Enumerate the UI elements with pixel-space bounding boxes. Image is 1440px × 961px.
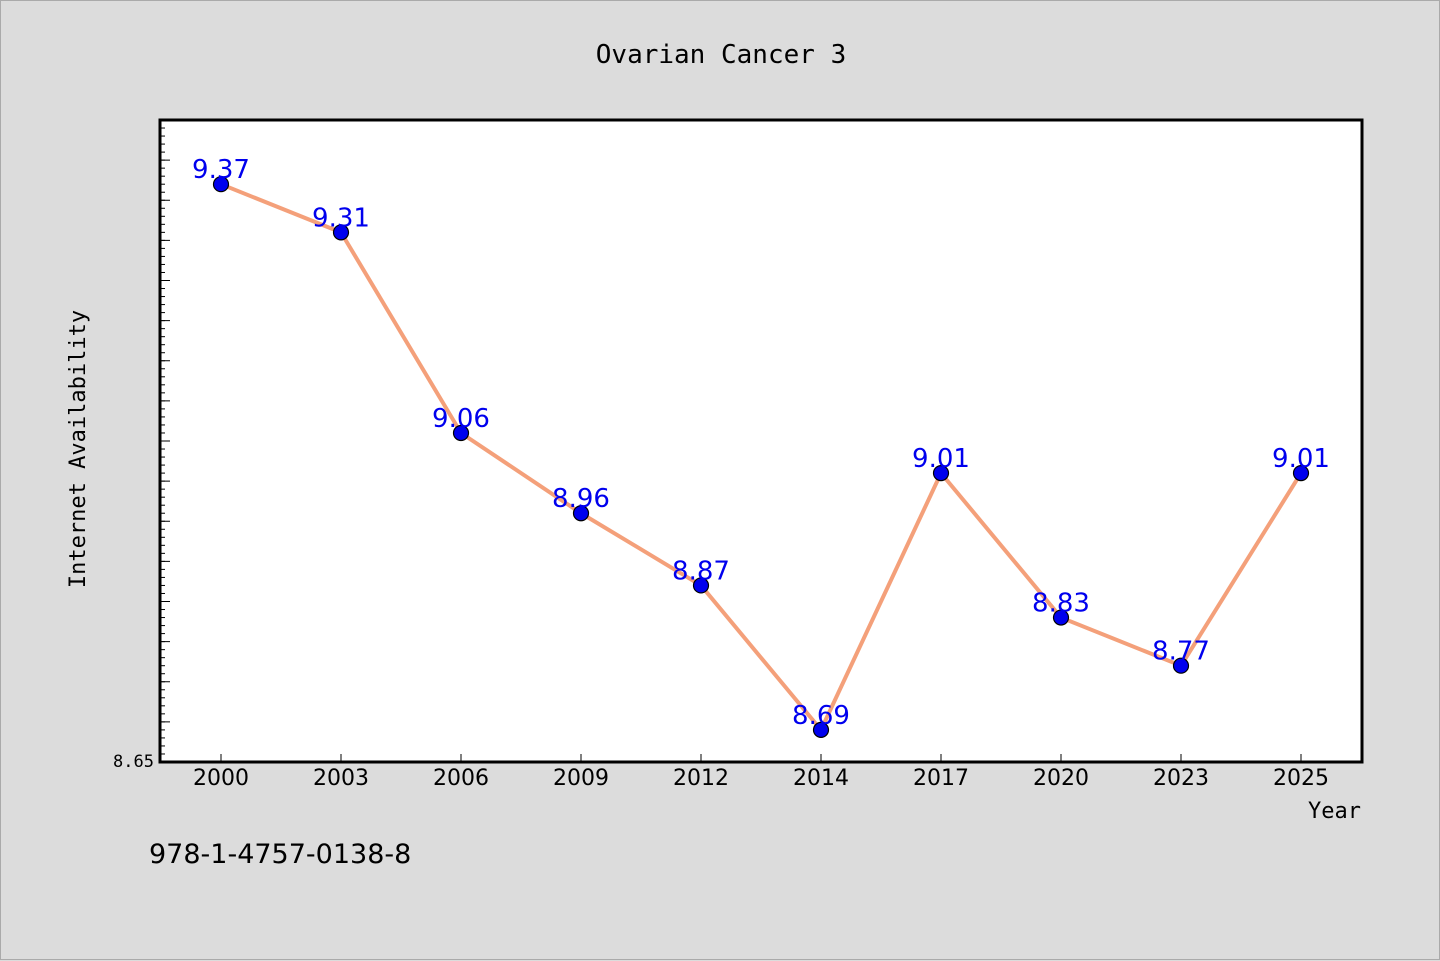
data-point	[932, 465, 950, 482]
data-point	[692, 577, 710, 594]
data-label: 8.96	[552, 484, 610, 514]
series-layer: 9.37 9.31 9.06 8.96 8.87 8.69 9.01 8.83 8.77 9.01	[192, 155, 1330, 739]
x-tick-label: 2006	[433, 766, 489, 791]
data-label: 9.06	[432, 404, 490, 434]
data-point	[572, 505, 590, 522]
x-tick-label: 2012	[673, 766, 729, 791]
data-label: 8.83	[1032, 589, 1090, 619]
data-point	[452, 424, 470, 442]
data-label: 9.31	[312, 203, 370, 233]
data-point	[1172, 657, 1190, 674]
x-axis-label: Year	[1308, 799, 1361, 824]
x-tick-label: 2009	[553, 766, 609, 791]
data-point	[212, 176, 230, 193]
x-tick-label: 2003	[313, 766, 369, 791]
isbn-text: 978-1-4757-0138-8	[149, 839, 411, 870]
y-axis-ticks	[160, 127, 170, 755]
chart-title: Ovarian Cancer 3	[596, 40, 846, 70]
x-tick-label: 2000	[193, 766, 249, 791]
x-tick-label: 2023	[1153, 766, 1209, 791]
data-point	[332, 224, 350, 241]
data-label: 8.87	[672, 556, 730, 586]
data-point	[812, 721, 830, 739]
data-point	[1052, 609, 1070, 626]
data-label: 9.01	[912, 444, 970, 474]
data-point	[1292, 465, 1310, 482]
x-tick-label: 2017	[913, 766, 969, 791]
data-label: 9.01	[1272, 444, 1330, 474]
y-axis-label: Internet Availability	[66, 310, 91, 588]
x-axis-ticks	[220, 754, 1302, 762]
x-tick-label: 2020	[1033, 766, 1089, 791]
x-tick-label: 2014	[793, 766, 849, 791]
y-tick-label: 8.65	[113, 752, 154, 772]
series-line	[219, 182, 1303, 732]
data-label: 9.37	[192, 155, 250, 185]
x-tick-label: 2025	[1273, 766, 1329, 791]
x-tick-labels: 2000 2003 2006 2009 2012 2014 2017 2020 2023 2025	[193, 766, 1329, 791]
data-label: 8.69	[792, 701, 850, 731]
data-label: 8.77	[1152, 637, 1210, 667]
